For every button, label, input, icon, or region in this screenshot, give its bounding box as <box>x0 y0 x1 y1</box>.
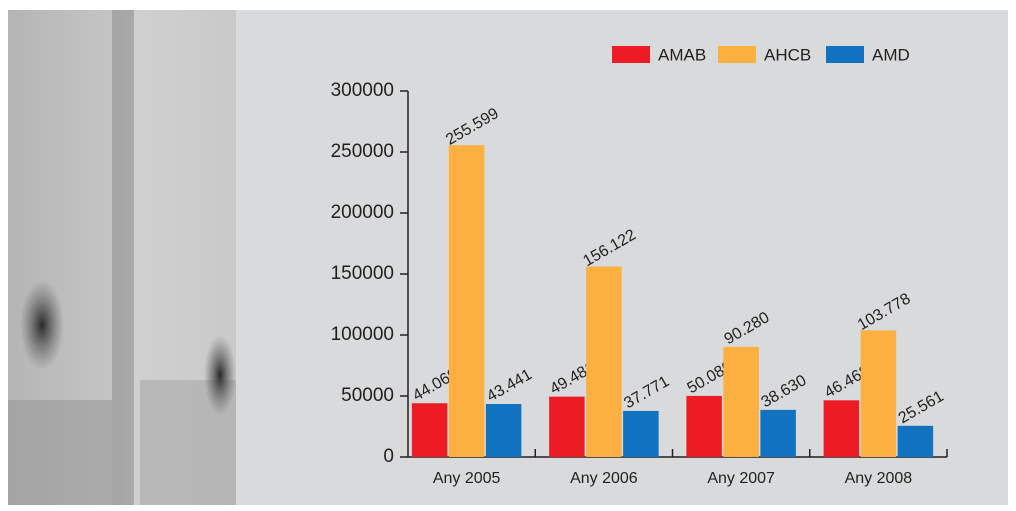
y-tick-label: 0 <box>383 446 394 467</box>
x-tick-label: Any 2005 <box>433 470 501 487</box>
bar <box>411 403 448 457</box>
legend-label: AMAB <box>658 45 706 64</box>
bar <box>448 145 485 457</box>
x-tick-label: Any 2007 <box>707 470 775 487</box>
photo <box>8 10 236 505</box>
bar <box>823 400 860 457</box>
legend-label: AMD <box>872 45 910 64</box>
bar <box>623 410 659 457</box>
bar <box>897 425 934 457</box>
legend-swatch <box>826 46 864 63</box>
legend-swatch <box>612 46 650 63</box>
bar <box>723 346 759 457</box>
bar <box>860 330 897 457</box>
x-tick-label: Any 2008 <box>845 470 913 487</box>
bar <box>686 395 722 457</box>
bar <box>760 409 796 457</box>
bar <box>549 396 585 457</box>
bar <box>586 266 622 457</box>
legend-swatch <box>718 46 756 63</box>
y-tick-label: 150000 <box>331 263 394 284</box>
y-tick-label: 200000 <box>331 202 394 223</box>
y-tick-label: 250000 <box>331 141 394 162</box>
y-tick-label: 300000 <box>331 80 394 101</box>
bar <box>485 404 522 457</box>
x-tick-label: Any 2006 <box>570 470 638 487</box>
legend-label: AHCB <box>764 45 811 64</box>
y-tick-label: 100000 <box>331 324 394 345</box>
y-tick-label: 50000 <box>341 385 394 406</box>
